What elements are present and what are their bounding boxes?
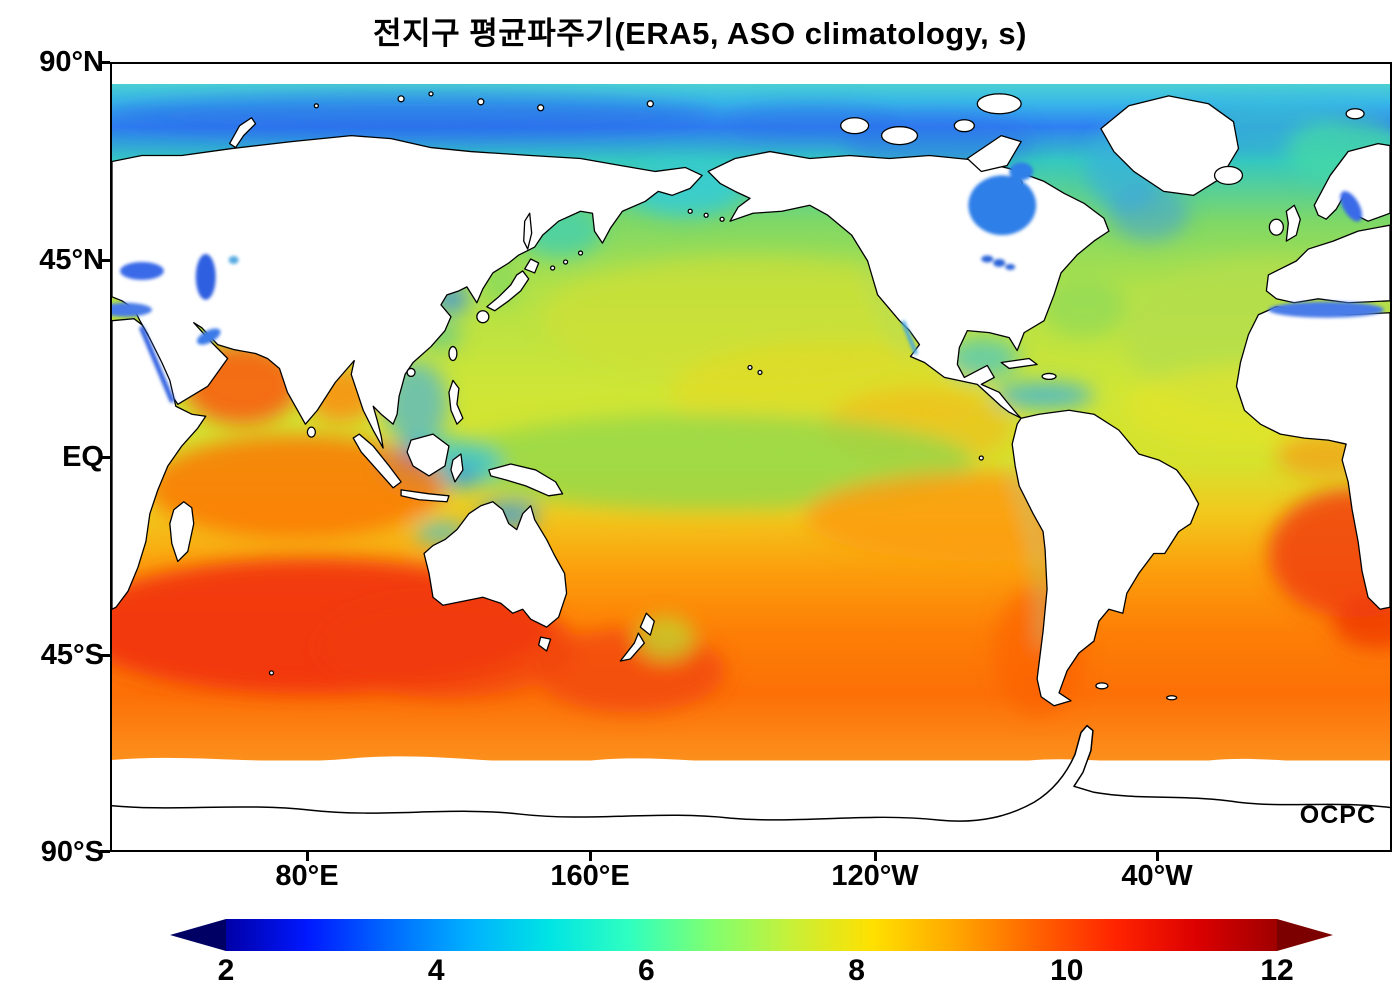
caspian-sea xyxy=(195,254,216,300)
island-hainan xyxy=(406,367,416,378)
mediterranean-east xyxy=(112,302,152,317)
island-baffin xyxy=(966,134,1022,173)
colorbar-tick-2: 2 xyxy=(217,954,235,987)
island-ireland xyxy=(1268,218,1284,236)
y-axis-label-90n: 90°N xyxy=(39,46,104,78)
island-new-guinea xyxy=(488,463,564,497)
island-victoria xyxy=(880,126,919,146)
landmass-africa-east xyxy=(112,318,207,610)
islands-philippines xyxy=(448,379,464,425)
island-greenland xyxy=(1100,95,1240,196)
mediterranean-west xyxy=(1268,301,1385,318)
great-lakes xyxy=(981,255,994,263)
y-tick xyxy=(100,850,110,853)
baltic-sea xyxy=(1340,191,1363,222)
island-honshu xyxy=(486,270,530,312)
island-java xyxy=(400,489,450,503)
island-sumatra xyxy=(352,433,402,489)
x-tick xyxy=(874,852,877,861)
landmass-europe xyxy=(1265,224,1390,304)
colorbar-tick-12: 12 xyxy=(1260,954,1294,987)
y-tick xyxy=(100,61,110,64)
colorbar-tick-10: 10 xyxy=(1050,954,1084,987)
y-axis-label-eq: EQ xyxy=(62,441,104,473)
island-devon xyxy=(953,119,975,133)
island-svalbard xyxy=(1345,108,1365,120)
x-axis-label-80e: 80°E xyxy=(275,860,339,892)
x-axis-label-120w: 120°W xyxy=(831,860,919,892)
x-tick xyxy=(306,852,309,861)
island-nz-south xyxy=(619,632,645,662)
island-nz-north xyxy=(639,612,655,636)
world-map xyxy=(112,64,1390,850)
colorbar-right-arrow xyxy=(1277,919,1333,951)
landmass-scandinavia xyxy=(1313,142,1390,222)
chart-title: 전지구 평균파주기(ERA5, ASO climatology, s) xyxy=(373,16,1027,51)
islands-falkland xyxy=(1095,682,1109,690)
y-axis-label-45n: 45°N xyxy=(39,244,104,276)
island-sulawesi xyxy=(450,453,464,483)
island-madagascar xyxy=(169,501,195,563)
ocpc-logo: OCPC xyxy=(1299,801,1376,829)
island-sri-lanka xyxy=(306,426,317,438)
colorbar xyxy=(168,918,1338,952)
marginal-seas-layer xyxy=(112,162,1385,403)
islands-caribbean-cuba xyxy=(1000,357,1038,370)
colorbar-gradient xyxy=(226,919,1277,951)
landmass-antarctica xyxy=(112,724,1390,850)
island-borneo xyxy=(406,433,450,477)
x-tick xyxy=(589,852,592,861)
colorbar-tick-8: 8 xyxy=(848,954,865,987)
island-hokkaido xyxy=(524,258,540,274)
colorbar-labels: 2 4 6 8 10 12 xyxy=(218,954,1294,992)
colorbar-tick-6: 6 xyxy=(638,954,655,987)
foxe-basin xyxy=(1009,162,1034,181)
hudson-bay xyxy=(968,175,1037,236)
arctic-nodata xyxy=(112,64,1390,84)
red-sea xyxy=(139,326,175,403)
landmass-eurasia xyxy=(112,134,703,449)
great-lakes xyxy=(1005,263,1016,270)
black-sea xyxy=(119,261,164,280)
x-axis-label-40w: 40°W xyxy=(1121,860,1193,892)
y-axis-label-90s: 90°S xyxy=(40,836,104,868)
y-tick xyxy=(100,259,110,262)
island-banks xyxy=(840,117,870,135)
island-novaya-zemlya xyxy=(228,117,257,149)
colorbar-tick-4: 4 xyxy=(427,954,445,987)
landmass-africa-west xyxy=(1235,306,1390,610)
great-lakes xyxy=(993,259,1006,267)
landmass-south-america xyxy=(1011,409,1200,707)
y-tick xyxy=(100,654,110,657)
x-axis-label-160e: 160°E xyxy=(550,860,630,892)
island-hispaniola xyxy=(1041,372,1057,381)
y-tick xyxy=(100,456,110,459)
island-ellesmere xyxy=(976,93,1022,115)
island-south-georgia xyxy=(1166,695,1178,701)
island-sakhalin xyxy=(523,212,533,250)
x-tick xyxy=(1156,852,1159,861)
island-kyushu xyxy=(476,310,490,324)
gulf-of-california xyxy=(901,320,918,355)
aral-sea xyxy=(228,256,239,264)
landmass-australia xyxy=(423,501,568,628)
island-great-britain xyxy=(1285,204,1301,242)
y-axis-label-45s: 45°S xyxy=(40,639,104,671)
island-taiwan xyxy=(448,345,458,362)
island-iceland xyxy=(1213,165,1244,186)
map-panel: OCPC xyxy=(110,62,1392,852)
persian-gulf xyxy=(196,328,221,345)
colorbar-left-arrow xyxy=(170,919,226,951)
island-tasmania xyxy=(538,636,552,652)
